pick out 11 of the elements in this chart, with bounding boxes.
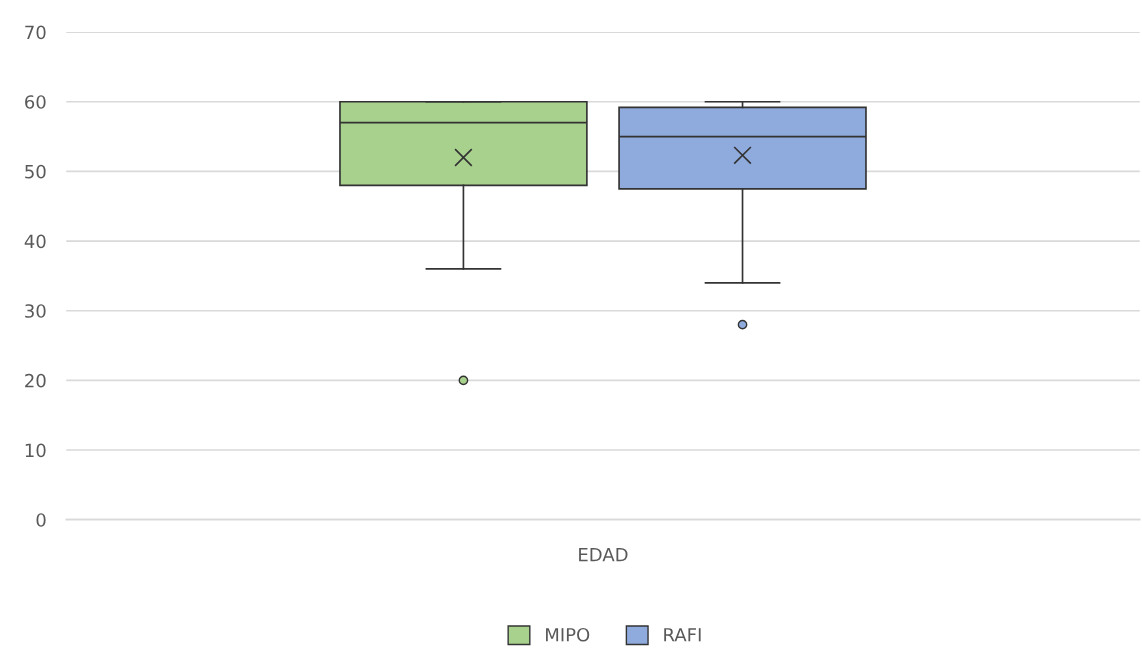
x-tick-label: EDAD <box>579 548 628 562</box>
legend-label: MIPO <box>546 627 590 642</box>
y-tick-label: 20 <box>25 373 46 388</box>
y-tick-label: 70 <box>25 25 46 40</box>
y-tick-label: 0 <box>36 513 46 527</box>
y-tick-label: 50 <box>25 164 46 179</box>
y-tick-label: 40 <box>24 234 46 249</box>
y-tick-label: 30 <box>25 304 46 318</box>
y-tick-label: 10 <box>25 443 46 458</box>
legend-label: RAFI <box>664 628 701 642</box>
y-tick-label: 60 <box>25 95 46 109</box>
